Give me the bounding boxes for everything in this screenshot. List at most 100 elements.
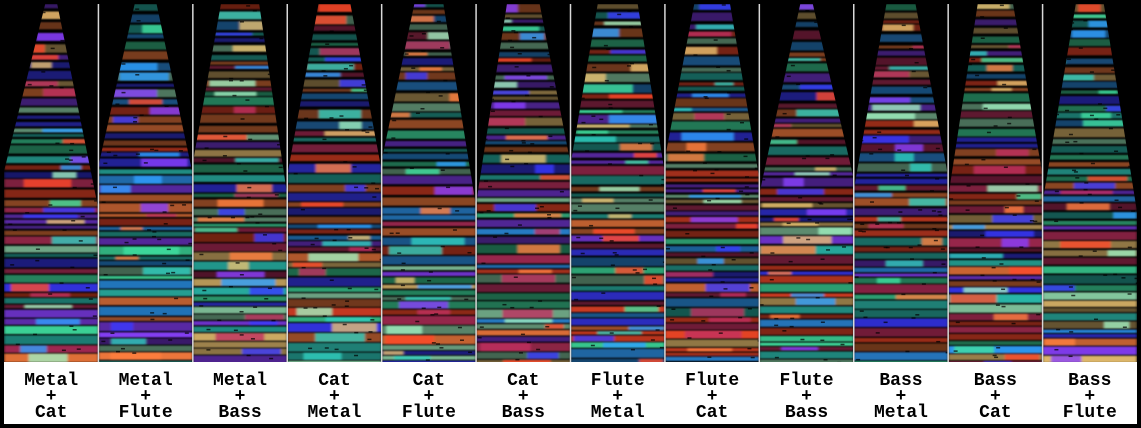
noise-dot [701, 320, 706, 322]
noise-dot [459, 339, 464, 341]
noise-dot [246, 5, 251, 7]
band-spot [306, 63, 355, 71]
noise-dot [511, 30, 516, 32]
noise-dot [170, 204, 175, 207]
band-spot [479, 117, 526, 126]
noise-dot [1084, 182, 1089, 184]
band-spot [995, 149, 1029, 157]
band-spot [1073, 182, 1116, 189]
noise-dot [278, 166, 283, 169]
band-spot [115, 256, 139, 260]
band-spot [1004, 354, 1040, 361]
noise-dot [301, 297, 306, 299]
noise-dot [479, 211, 484, 214]
noise-dot [1036, 313, 1041, 316]
band [98, 238, 193, 245]
band-spot [705, 283, 750, 292]
band-spot [814, 167, 837, 171]
noise-dot [927, 85, 932, 88]
band [570, 358, 665, 362]
noise-dot [703, 96, 708, 98]
noise-dot [178, 150, 183, 152]
noise-dot [521, 142, 526, 144]
noise-dot [693, 169, 698, 172]
band [476, 228, 571, 235]
band-spot [806, 209, 847, 216]
band [759, 52, 854, 57]
noise-dot [559, 190, 564, 193]
band [948, 341, 1043, 345]
noise-dot [343, 161, 348, 163]
noise-dot [745, 193, 750, 196]
noise-dot [632, 269, 637, 271]
noise-dot [996, 347, 1001, 349]
noise-dot [375, 187, 380, 190]
noise-dot [115, 103, 120, 105]
noise-dot [573, 209, 578, 212]
band-spot [894, 144, 924, 152]
band-spot [958, 51, 987, 56]
noise-dot [481, 262, 486, 265]
noise-dot [1004, 206, 1009, 209]
spectrogram [287, 4, 382, 362]
band [192, 326, 288, 333]
noise-dot [1089, 71, 1094, 73]
noise-dot [329, 30, 334, 33]
band [570, 100, 665, 108]
band [570, 348, 665, 358]
noise-dot [850, 218, 854, 220]
noise-dot [133, 116, 138, 119]
band [287, 144, 382, 153]
band [664, 352, 760, 356]
noise-dot [980, 234, 985, 237]
band-spot [1043, 285, 1076, 292]
band-spot [228, 261, 249, 270]
band [381, 197, 477, 206]
noise-dot [110, 332, 115, 334]
band-spot [643, 275, 664, 285]
noise-dot [1083, 19, 1088, 22]
band [98, 14, 193, 23]
noise-dot [1103, 107, 1108, 110]
band-spot [232, 45, 280, 52]
band [1042, 329, 1137, 333]
noise-dot [914, 61, 919, 64]
noise-dot [400, 269, 405, 271]
band-spot [608, 114, 664, 124]
noise-dot [629, 25, 634, 28]
noise-dot [901, 169, 906, 171]
panel-label: Cat [35, 403, 67, 423]
band [664, 184, 760, 188]
band-spot [417, 284, 472, 289]
noise-dot [774, 317, 779, 320]
band [853, 163, 949, 172]
noise-dot [826, 249, 831, 251]
band-spot [1107, 250, 1137, 257]
band [98, 260, 193, 266]
band [759, 123, 854, 128]
band [4, 133, 99, 137]
band [287, 216, 382, 224]
band-spot [51, 236, 97, 245]
noise-dot [747, 347, 752, 350]
noise-dot [352, 166, 357, 168]
noise-dot [967, 63, 972, 66]
noise-dot [240, 118, 245, 120]
noise-dot [1083, 188, 1088, 191]
band [853, 79, 949, 85]
band-spot [876, 277, 901, 284]
band-spot [986, 64, 1013, 72]
band [287, 299, 382, 307]
noise-dot [136, 20, 141, 22]
band-spot [639, 358, 664, 362]
noise-dot [431, 342, 436, 344]
noise-dot [103, 162, 108, 165]
band [192, 61, 288, 65]
band [381, 119, 477, 129]
noise-dot [421, 33, 426, 35]
noise-dot [1121, 277, 1126, 279]
band-spot [393, 355, 431, 360]
band-spot [785, 4, 830, 10]
band [664, 98, 760, 107]
noise-dot [41, 11, 46, 14]
